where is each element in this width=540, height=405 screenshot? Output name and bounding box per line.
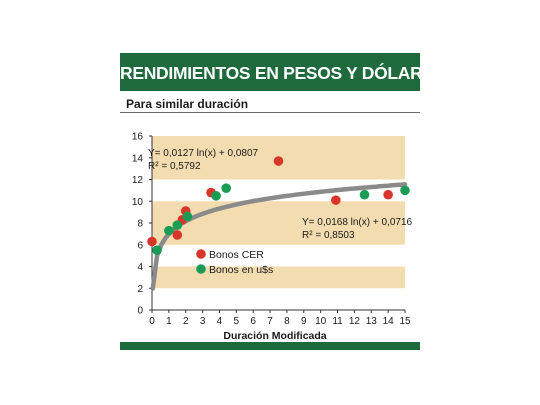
x-tick-label: 14 [383, 316, 395, 327]
point-bonos-usd-5 [221, 183, 232, 193]
y-tick-label: 4 [137, 262, 143, 273]
point-bonos-usd-4 [211, 191, 221, 201]
band-1 [152, 201, 405, 245]
legend: Bonos CER Bonos en u$s [196, 249, 273, 276]
x-tick-label: 4 [217, 316, 223, 327]
bottom-bar [120, 342, 420, 350]
x-tick-label: 2 [183, 316, 189, 327]
x-tick-label: 8 [284, 316, 290, 327]
subtitle-divider [120, 112, 420, 113]
x-tick-label: 5 [234, 316, 240, 327]
x-tick-label: 1 [166, 316, 172, 327]
x-tick-label: 7 [267, 316, 273, 327]
data-points [147, 156, 410, 255]
point-bonos-usd-0 [152, 245, 162, 255]
point-bonos-cer-1 [172, 230, 183, 240]
point-bonos-usd-6 [359, 189, 370, 200]
point-bonos-cer-6 [331, 195, 341, 205]
legend-marker-bonos-usd [196, 264, 206, 274]
point-bonos-cer-0 [147, 236, 157, 247]
band-0 [152, 266, 405, 289]
point-bonos-usd-7 [400, 185, 410, 196]
x-tick-label: 0 [149, 316, 155, 327]
x-tick-label: 15 [399, 316, 411, 327]
point-bonos-usd-2 [172, 220, 183, 230]
y-tick-label: 12 [132, 175, 144, 186]
legend-label-bonos-cer: Bonos CER [209, 249, 264, 261]
legend-marker-bonos-cer [196, 249, 206, 259]
r-squared-1: R² = 0,5792 [148, 161, 201, 172]
trend-line [150, 182, 408, 291]
point-bonos-usd-3 [182, 211, 193, 222]
y-tick-label: 14 [132, 153, 144, 164]
x-tick-label: 12 [349, 316, 361, 327]
point-bonos-cer-5 [273, 156, 284, 166]
y-tick-label: 10 [132, 197, 144, 208]
y-tick-label: 16 [132, 132, 144, 143]
x-axis-label: Duración Modificada [223, 330, 326, 342]
point-bonos-usd-1 [164, 225, 174, 236]
trendlines [150, 182, 408, 291]
x-tick-label: 13 [366, 316, 378, 327]
equation-2: Y= 0,0168 ln(x) + 0,0716 [302, 217, 413, 228]
x-tick-label: 3 [200, 316, 206, 327]
title-bar: RENDIMIENTOS EN PESOS Y DÓLARES [120, 53, 446, 91]
y-tick-label: 2 [137, 284, 143, 295]
point-bonos-cer-7 [383, 189, 393, 200]
x-tick-label: 9 [301, 316, 307, 327]
y-tick-label: 0 [137, 306, 143, 317]
annotations: Y= 0,0127 ln(x) + 0,0807 R² = 0,5792 Y= … [148, 148, 413, 241]
y-tick-label: 8 [137, 219, 143, 230]
legend-label-bonos-usd: Bonos en u$s [209, 264, 273, 276]
r-squared-2: R² = 0,8503 [302, 230, 355, 241]
equation-1: Y= 0,0127 ln(x) + 0,0807 [148, 148, 259, 159]
x-tick-label: 10 [315, 316, 327, 327]
x-tick-label: 6 [250, 316, 256, 327]
y-tick-label: 6 [137, 240, 143, 251]
chart-subtitle: Para similar duración [126, 97, 249, 111]
x-tick-label: 11 [332, 316, 343, 327]
chart-title: RENDIMIENTOS EN PESOS Y DÓLARES [120, 63, 446, 83]
